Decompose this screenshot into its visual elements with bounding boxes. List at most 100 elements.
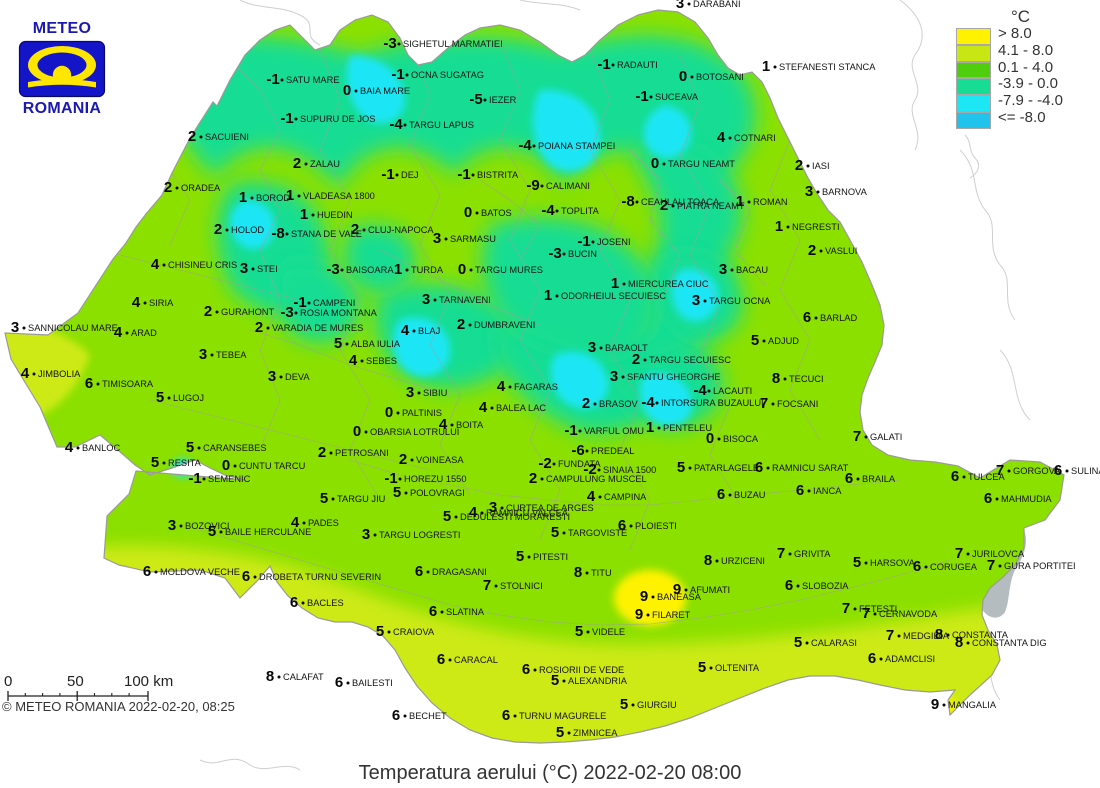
svg-text:6: 6 [335, 674, 343, 691]
svg-text:3: 3 [588, 339, 596, 356]
svg-text:CALAFAT: CALAFAT [283, 672, 324, 682]
svg-text:1: 1 [775, 218, 783, 235]
svg-text:6: 6 [913, 558, 921, 575]
svg-text:7: 7 [996, 462, 1004, 479]
svg-text:PETROSANI: PETROSANI [335, 448, 389, 458]
svg-text:0: 0 [4, 674, 12, 690]
svg-text:DRAGASANI: DRAGASANI [432, 567, 487, 577]
svg-text:-8: -8 [271, 225, 284, 242]
svg-text:7: 7 [842, 600, 850, 617]
svg-text:-1: -1 [391, 66, 404, 83]
svg-text:CERNAVODA: CERNAVODA [879, 609, 938, 619]
svg-text:2: 2 [795, 157, 803, 174]
svg-text:4: 4 [114, 324, 123, 341]
svg-text:CUNTU TARCU: CUNTU TARCU [239, 461, 305, 471]
svg-text:SIBIU: SIBIU [423, 388, 447, 398]
svg-text:SULINA: SULINA [1071, 466, 1100, 476]
svg-text:BARNOVA: BARNOVA [822, 187, 868, 197]
svg-text:1: 1 [736, 193, 744, 210]
svg-text:ADAMCLISI: ADAMCLISI [885, 654, 935, 664]
svg-text:2: 2 [582, 395, 590, 412]
svg-text:INTORSURA BUZAULUI: INTORSURA BUZAULUI [661, 398, 764, 408]
svg-text:PALTINIS: PALTINIS [402, 408, 442, 418]
svg-text:STEFANESTI STANCA: STEFANESTI STANCA [779, 62, 876, 72]
svg-text:1: 1 [300, 206, 308, 223]
svg-text:FILARET: FILARET [652, 610, 691, 620]
svg-text:-1: -1 [188, 470, 201, 487]
svg-text:OLTENITA: OLTENITA [715, 663, 760, 673]
svg-text:6: 6 [522, 661, 530, 678]
svg-text:5: 5 [516, 548, 524, 565]
svg-text:4: 4 [65, 439, 74, 456]
svg-text:LACAUTI: LACAUTI [713, 386, 752, 396]
svg-text:5: 5 [551, 524, 559, 541]
svg-text:BACLES: BACLES [307, 598, 344, 608]
svg-text:DEVA: DEVA [285, 372, 310, 382]
svg-text:5: 5 [853, 554, 861, 571]
svg-text:SUPURU DE JOS: SUPURU DE JOS [300, 114, 375, 124]
svg-text:PADES: PADES [308, 518, 339, 528]
svg-text:ZIMNICEA: ZIMNICEA [573, 728, 618, 738]
svg-text:TITU: TITU [591, 568, 612, 578]
svg-text:BOTOSANI: BOTOSANI [696, 72, 744, 82]
svg-text:SFANTU GHEORGHE: SFANTU GHEORGHE [627, 372, 721, 382]
svg-text:GURA PORTITEI: GURA PORTITEI [1004, 561, 1076, 571]
svg-text:5: 5 [376, 623, 384, 640]
svg-text:SARMASU: SARMASU [450, 234, 496, 244]
svg-text:-1: -1 [457, 166, 470, 183]
svg-text:NEGRESTI: NEGRESTI [792, 222, 840, 232]
svg-text:VIDELE: VIDELE [592, 627, 625, 637]
svg-text:PENTELEU: PENTELEU [663, 423, 712, 433]
svg-text:JURILOVCA: JURILOVCA [972, 549, 1025, 559]
svg-text:-1: -1 [266, 71, 279, 88]
svg-text:BAILESTI: BAILESTI [352, 678, 393, 688]
svg-text:RADAUTI: RADAUTI [617, 60, 658, 70]
svg-text:SEBES: SEBES [366, 356, 397, 366]
svg-text:-4: -4 [693, 382, 707, 399]
svg-text:5: 5 [575, 623, 583, 640]
svg-text:3: 3 [610, 368, 618, 385]
svg-text:-1: -1 [381, 166, 394, 183]
svg-text:BARAOLT: BARAOLT [605, 343, 648, 353]
svg-text:SIGHETUL MARMATIEI: SIGHETUL MARMATIEI [403, 39, 503, 49]
svg-text:2: 2 [808, 242, 816, 259]
svg-text:1: 1 [762, 58, 770, 75]
svg-text:2: 2 [632, 351, 640, 368]
svg-text:3: 3 [11, 319, 19, 336]
svg-text:IASI: IASI [812, 161, 830, 171]
svg-text:IANCA: IANCA [813, 486, 842, 496]
svg-text:6: 6 [951, 468, 959, 485]
svg-text:HARSOVA: HARSOVA [870, 558, 916, 568]
svg-text:CORUGEA: CORUGEA [930, 562, 978, 572]
svg-text:7: 7 [760, 395, 768, 412]
svg-text:COTNARI: COTNARI [734, 133, 776, 143]
svg-text:1: 1 [611, 275, 619, 292]
svg-text:BUCIN: BUCIN [568, 249, 597, 259]
svg-text:2: 2 [399, 451, 407, 468]
svg-text:VARADIA DE MURES: VARADIA DE MURES [272, 323, 363, 333]
svg-text:7: 7 [886, 627, 894, 644]
svg-text:-3: -3 [383, 35, 396, 52]
svg-text:BALEA LAC: BALEA LAC [496, 403, 546, 413]
svg-text:100 km: 100 km [124, 674, 173, 690]
svg-text:5: 5 [620, 696, 628, 713]
svg-text:0: 0 [706, 430, 714, 447]
svg-text:POIANA STAMPEI: POIANA STAMPEI [538, 141, 615, 151]
svg-text:TURNU MAGURELE: TURNU MAGURELE [519, 711, 606, 721]
svg-text:CARANSEBES: CARANSEBES [203, 443, 267, 453]
svg-text:MOLDOVA VECHE: MOLDOVA VECHE [160, 567, 240, 577]
svg-text:2: 2 [255, 319, 263, 336]
svg-text:MAHMUDIA: MAHMUDIA [1001, 494, 1052, 504]
svg-text:0: 0 [343, 82, 351, 99]
svg-text:OCNA SUGATAG: OCNA SUGATAG [411, 70, 484, 80]
svg-text:IEZER: IEZER [489, 95, 517, 105]
svg-text:© METEO ROMANIA 2022-02-20, 08: © METEO ROMANIA 2022-02-20, 08:25 [2, 699, 235, 714]
svg-text:ROSIA MONTANA: ROSIA MONTANA [300, 308, 378, 318]
svg-text:CEAHLAU TOACA: CEAHLAU TOACA [641, 197, 720, 207]
svg-text:5: 5 [393, 484, 401, 501]
svg-text:5: 5 [556, 724, 564, 741]
svg-text:URZICENI: URZICENI [721, 556, 765, 566]
svg-text:2: 2 [529, 470, 537, 487]
svg-text:HOLOD: HOLOD [231, 225, 264, 235]
svg-text:3: 3 [422, 291, 430, 308]
